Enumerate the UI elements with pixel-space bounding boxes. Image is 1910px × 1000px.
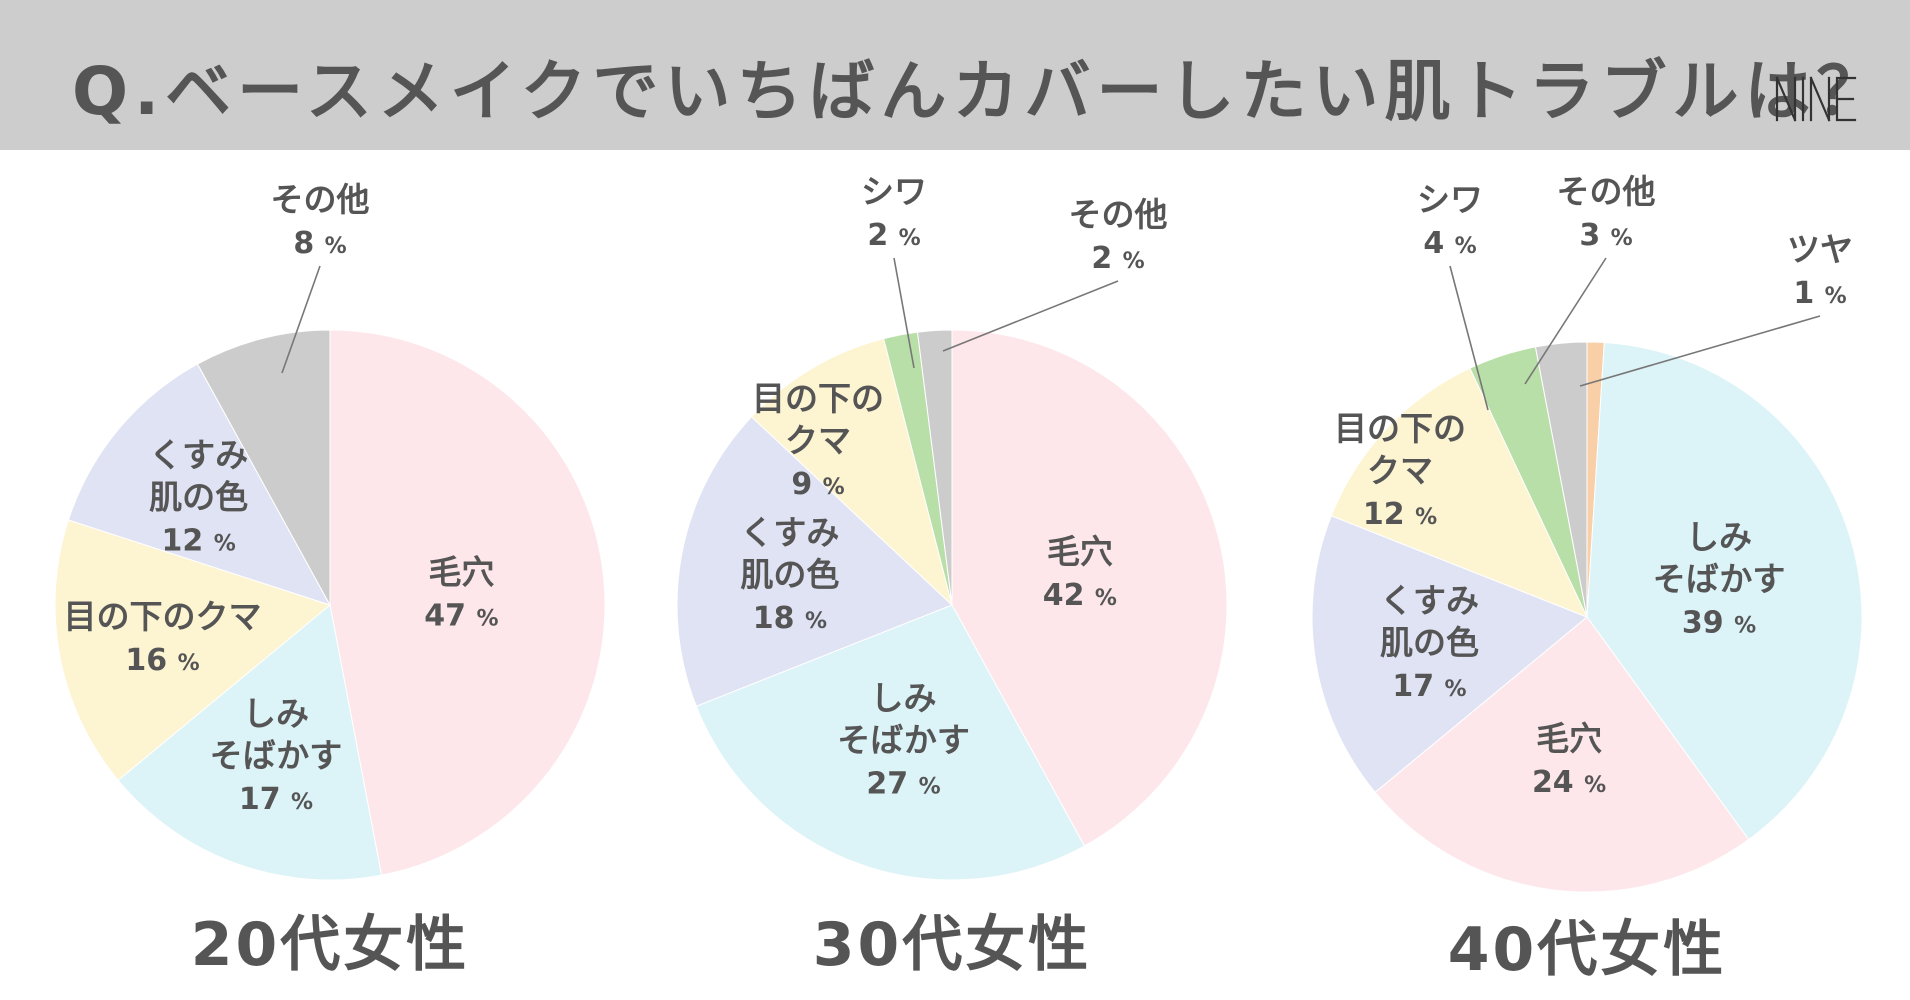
pie-slice: [117, 604, 383, 881]
pie-slice: [951, 329, 1228, 847]
slice-value-label: 9 %: [791, 467, 844, 502]
slice-label: 毛穴: [1047, 532, 1113, 571]
slice-value-label: 2 %: [867, 218, 920, 253]
slice-value-label: 8 %: [293, 226, 346, 261]
pie-slice: [1534, 341, 1588, 618]
slice-value-label: 17 %: [1392, 669, 1466, 704]
slice-label: 肌の色: [1380, 623, 1479, 662]
slice-label: そばかす: [837, 721, 970, 760]
pie-slice: [695, 604, 1086, 881]
leader-line: [1579, 315, 1821, 387]
slice-label: 目の下のクマ: [64, 597, 262, 636]
slice-value-label: 47 %: [424, 599, 498, 634]
slice-label: 毛穴: [1536, 719, 1602, 758]
slice-value-label: 17 %: [239, 782, 313, 817]
slice-value-label: 4 %: [1423, 226, 1476, 261]
slice-label: くすみ: [740, 513, 839, 552]
slice-label: 肌の色: [740, 555, 839, 594]
pie-slice: [1586, 342, 1863, 841]
slice-label: その他: [1557, 172, 1656, 211]
leader-line: [281, 265, 321, 374]
chart-title: 20代女性: [191, 910, 470, 980]
slice-label: しみ: [243, 694, 309, 733]
pie-slice: [196, 329, 331, 606]
slice-value-label: 12 %: [1363, 497, 1437, 532]
slice-label: クマ: [785, 421, 851, 460]
slice-label: そばかす: [210, 736, 343, 775]
slice-label: 目の下の: [1334, 409, 1466, 448]
chart-title: 30代女性: [813, 910, 1092, 980]
pie-slice: [329, 329, 606, 876]
pie-slice: [1374, 616, 1750, 893]
pie-slice: [750, 338, 953, 607]
slice-label: その他: [1069, 195, 1168, 234]
slice-value-label: 16 %: [125, 643, 199, 678]
slice-label: そばかす: [1653, 560, 1786, 599]
logo-mark: [1775, 76, 1857, 122]
slice-value-label: 27 %: [866, 767, 940, 802]
slice-label: シワ: [861, 172, 927, 211]
leader-line: [1449, 265, 1489, 411]
slice-label: クマ: [1367, 451, 1433, 490]
slice-label: しみ: [1686, 518, 1752, 557]
slice-value-label: 18 %: [753, 601, 827, 636]
slice-label: シワ: [1417, 180, 1483, 219]
slice-label: ツヤ: [1787, 230, 1853, 269]
brand-logo: [1775, 72, 1875, 124]
slice-label: しみ: [871, 679, 937, 718]
slice-value-label: 3 %: [1579, 218, 1632, 253]
slice-value-label: 39 %: [1682, 606, 1756, 641]
slice-label: くすみ: [1380, 581, 1479, 620]
leader-line: [942, 280, 1119, 352]
pie-slice: [1311, 515, 1588, 793]
slice-label: その他: [271, 180, 370, 219]
slice-label: くすみ: [149, 435, 248, 474]
slice-label: 肌の色: [149, 477, 248, 516]
leader-line: [893, 257, 915, 369]
pie-slice: [1330, 367, 1588, 618]
leader-line: [1524, 257, 1607, 385]
question-title: Q.ベースメイクでいちばんカバーしたい肌トラブルは？: [72, 53, 1889, 130]
slice-value-label: 42 %: [1043, 578, 1117, 613]
pie-slice: [676, 416, 953, 707]
pie-slice: [67, 363, 332, 606]
slice-value-label: 12 %: [162, 523, 236, 558]
slice-label: 毛穴: [428, 553, 494, 592]
pie-slice: [54, 519, 332, 781]
slice-value-label: 24 %: [1532, 765, 1606, 800]
slice-value-label: 1 %: [1793, 276, 1846, 311]
chart-title: 40代女性: [1448, 915, 1727, 985]
header-bar: Q.ベースメイクでいちばんカバーしたい肌トラブルは？: [0, 0, 1910, 150]
slice-value-label: 2 %: [1091, 241, 1144, 276]
pie-slice: [916, 329, 953, 606]
slice-label: 目の下の: [752, 379, 884, 418]
